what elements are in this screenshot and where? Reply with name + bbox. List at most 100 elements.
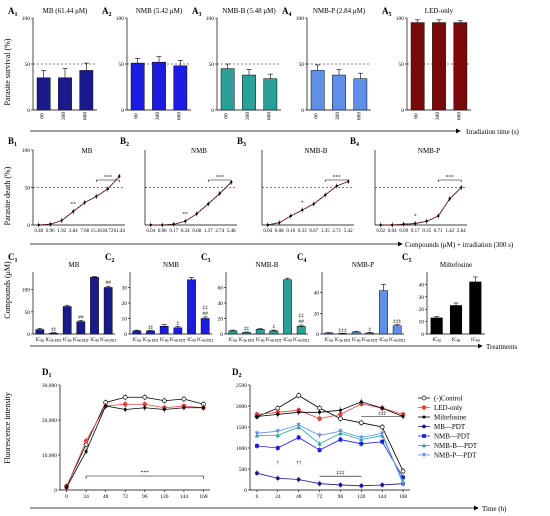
data-point [400,481,406,486]
y-tick-label: 30 [122,286,128,292]
x-tick-label: 1.37 [204,229,213,234]
x-tick-label: 0.48 [34,229,43,234]
significance-mark: ** [71,202,77,208]
x-label-a: Irradiation time (s) [466,128,520,136]
data-point [338,429,343,434]
series-line-overlay [150,182,232,226]
x-tick-label: 60 [314,113,320,119]
tick-label: IC90 PDT [73,338,90,343]
panel-label: B3 [237,136,246,148]
x-tick-label: 144 [378,494,387,500]
data-point [318,410,322,414]
panel-label: A1 [8,6,18,18]
panel-label: C2 [105,252,115,264]
x-tick-label: 300 [245,112,251,121]
tick-label: IC50 PDT [142,338,159,343]
data-point [380,406,384,410]
data-point [195,212,198,215]
data-point [358,420,364,426]
bar [296,326,306,335]
x-tick-label: 96 [338,494,344,500]
y-tick-label: 100 [22,288,31,294]
x-tick-label: 168 [399,494,408,500]
data-point [161,223,164,227]
significance-mark: * [301,200,304,206]
x-tick-label: 600 [176,112,182,121]
y-tick-label: 0 [421,332,424,338]
y-tick-label: 0 [244,488,247,494]
tick-label: IC90 [63,338,72,343]
data-point [83,438,89,444]
data-point [149,223,152,227]
series-line [66,405,204,488]
y-tick-label: 0 [301,108,304,114]
data-point [122,401,128,407]
panel-label: C4 [297,252,307,264]
x-tick-label: 600 [456,112,462,121]
x-tick-label: 0.02 [376,229,385,234]
bar [269,330,279,335]
data-point [379,223,382,227]
series-line [38,175,120,226]
series-line [66,396,204,487]
bar [379,290,388,335]
chart-title: NMB [191,147,207,155]
data-point [380,483,385,487]
y-tick-label: 100 [396,16,405,22]
data-point [230,181,233,184]
data-point [275,446,280,450]
bar [263,78,278,111]
y-label-d: Fluorescence intensity [3,392,12,464]
x-tick-label: 30.72 [102,229,114,234]
data-point [297,410,301,414]
bar [324,332,334,335]
y-tick-label: 30 [419,295,425,301]
data-point [359,483,364,488]
data-point [278,221,281,224]
chart-title: NMB [163,261,179,269]
x-label-c: Treatments [486,343,518,351]
data-point [37,223,40,227]
data-point [275,433,281,438]
y-tick-label: 20 [314,311,320,317]
panel-label: C1 [8,252,18,264]
legend-marker [422,415,426,419]
bar [103,287,113,335]
data-point [296,393,302,398]
data-point [460,186,463,189]
bar [332,74,346,111]
panel-label: D1 [42,367,52,379]
x-tick-label: 0 [65,494,68,500]
y-tick-label: 100 [206,16,215,22]
series-line [66,403,204,488]
bar [90,277,99,335]
x-tick-label: 0.35 [422,229,431,234]
chart-title: NMB-P (2.84 μM) [313,7,366,15]
data-point [301,208,304,212]
data-point [104,404,108,408]
y-tick-label: 0 [220,332,223,338]
series-line [150,181,232,226]
x-tick-label: 0.04 [263,229,272,234]
data-point [414,222,417,225]
bar [353,78,368,111]
legend-label: Miltefosine [434,414,466,422]
bar [410,22,425,111]
bar [432,22,446,111]
significance-mark: *** [141,470,150,476]
chart-title: NMB (5.42 μM) [136,7,183,15]
data-point [162,408,166,411]
data-point [123,408,127,411]
data-point [275,429,281,434]
x-tick-label: 96 [142,494,148,500]
series-line [256,401,404,417]
series-line-overlay [267,181,349,226]
panel-label: C3 [201,252,211,264]
y-tick-label: 60 [218,286,224,292]
x-tick-label: 600 [356,112,362,121]
data-point [317,448,322,452]
data-point [338,483,343,487]
x-tick-label: 72 [122,494,128,500]
x-tick-label: 7.68 [80,229,89,234]
x-tick-label: 61.44 [114,229,126,234]
